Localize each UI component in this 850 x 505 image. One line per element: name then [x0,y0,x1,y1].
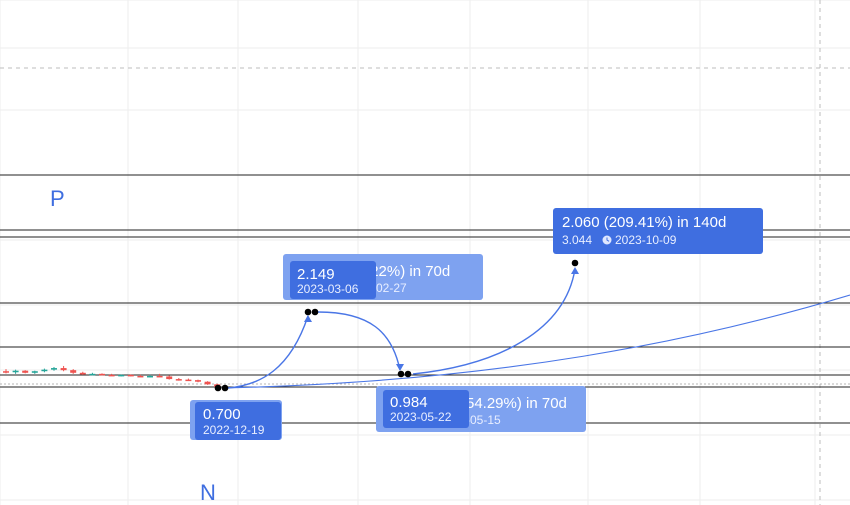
candle [12,369,19,374]
candle-body [89,373,96,376]
candle [195,379,201,383]
candle [147,374,153,378]
pivot-point [404,370,412,378]
candle [79,371,86,375]
candle-body [175,379,182,381]
candle [70,369,77,374]
swing-target-value: 3.044 [562,233,592,247]
swing-curves [221,267,850,389]
candle-body [70,370,77,373]
pattern-letter-n: N [200,480,216,505]
swing-trough-back-line1: (-54.29%) in 70d [456,395,567,412]
clock-icon-hands [606,237,610,242]
candle [185,378,192,382]
candle-body [166,376,173,380]
swing-target-date: 2023-10-09 [615,233,677,247]
candle-body [127,374,134,377]
candle [31,370,38,374]
swing-trough-date: 2023-05-22 [390,410,452,424]
candle [89,372,96,376]
candle [156,373,163,378]
candle-body [3,371,9,373]
swing-target-line1: 2.060 (209.41%) in 140d [562,214,726,231]
swing-peak-value: 2.149 [297,266,335,283]
swing-trough-back-line2: -05-15 [466,413,501,427]
swing-labels: (207.22%) in 70d-02-272.1492023-03-06(-5… [190,208,763,440]
candle [99,373,105,376]
candle-body [156,375,163,378]
candle-body [12,370,19,373]
candle [108,373,115,377]
swing-curve-up-2 [412,268,576,375]
candle-body [204,381,211,385]
swing-curve-up-1 [227,315,309,389]
candle [204,381,211,385]
candle [3,369,9,374]
candle [127,374,134,377]
candle [166,375,173,380]
candle-body [137,375,144,378]
candle-body [185,379,192,382]
arrowhead-up-2 [571,267,579,274]
pivot-point [214,384,222,392]
candle-body [51,368,57,370]
candle-body [60,368,67,371]
pivot-points [214,259,579,392]
candle [175,378,182,381]
candle-body [31,371,38,373]
pattern-letter-p: P [50,186,65,211]
candle-body [79,372,86,375]
swing-curve-down [317,311,401,371]
candle [137,374,144,378]
pivot-point [571,259,579,267]
candle-body [22,370,29,373]
projection-curve [221,294,850,389]
candles [3,365,221,388]
candle-body [99,373,105,376]
candle [41,368,48,373]
arrowhead-up-1 [304,315,312,322]
candle [51,367,57,371]
swing-trough-value: 0.984 [390,394,428,411]
swing-start-front-box [195,402,281,440]
swing-trough-front-box [383,390,469,428]
swing-start-date: 2022-12-19 [203,423,265,437]
swing-peak-back-line2: -02-27 [372,281,407,295]
candle [60,365,67,372]
pivot-point [304,308,312,316]
candle [118,374,125,377]
candle-body [147,375,153,378]
candle [22,370,29,374]
pivot-point [397,370,405,378]
candle-body [195,380,201,382]
swing-start-value: 0.700 [203,406,241,423]
swing-peak-date: 2023-03-06 [297,282,359,296]
candle-body [41,369,48,372]
pivot-point [221,384,229,392]
arrowhead-down [396,364,404,371]
candle-body [118,374,125,377]
pivot-point [311,308,319,316]
candle-body [108,374,115,377]
swing-peak-front-box [290,261,376,299]
